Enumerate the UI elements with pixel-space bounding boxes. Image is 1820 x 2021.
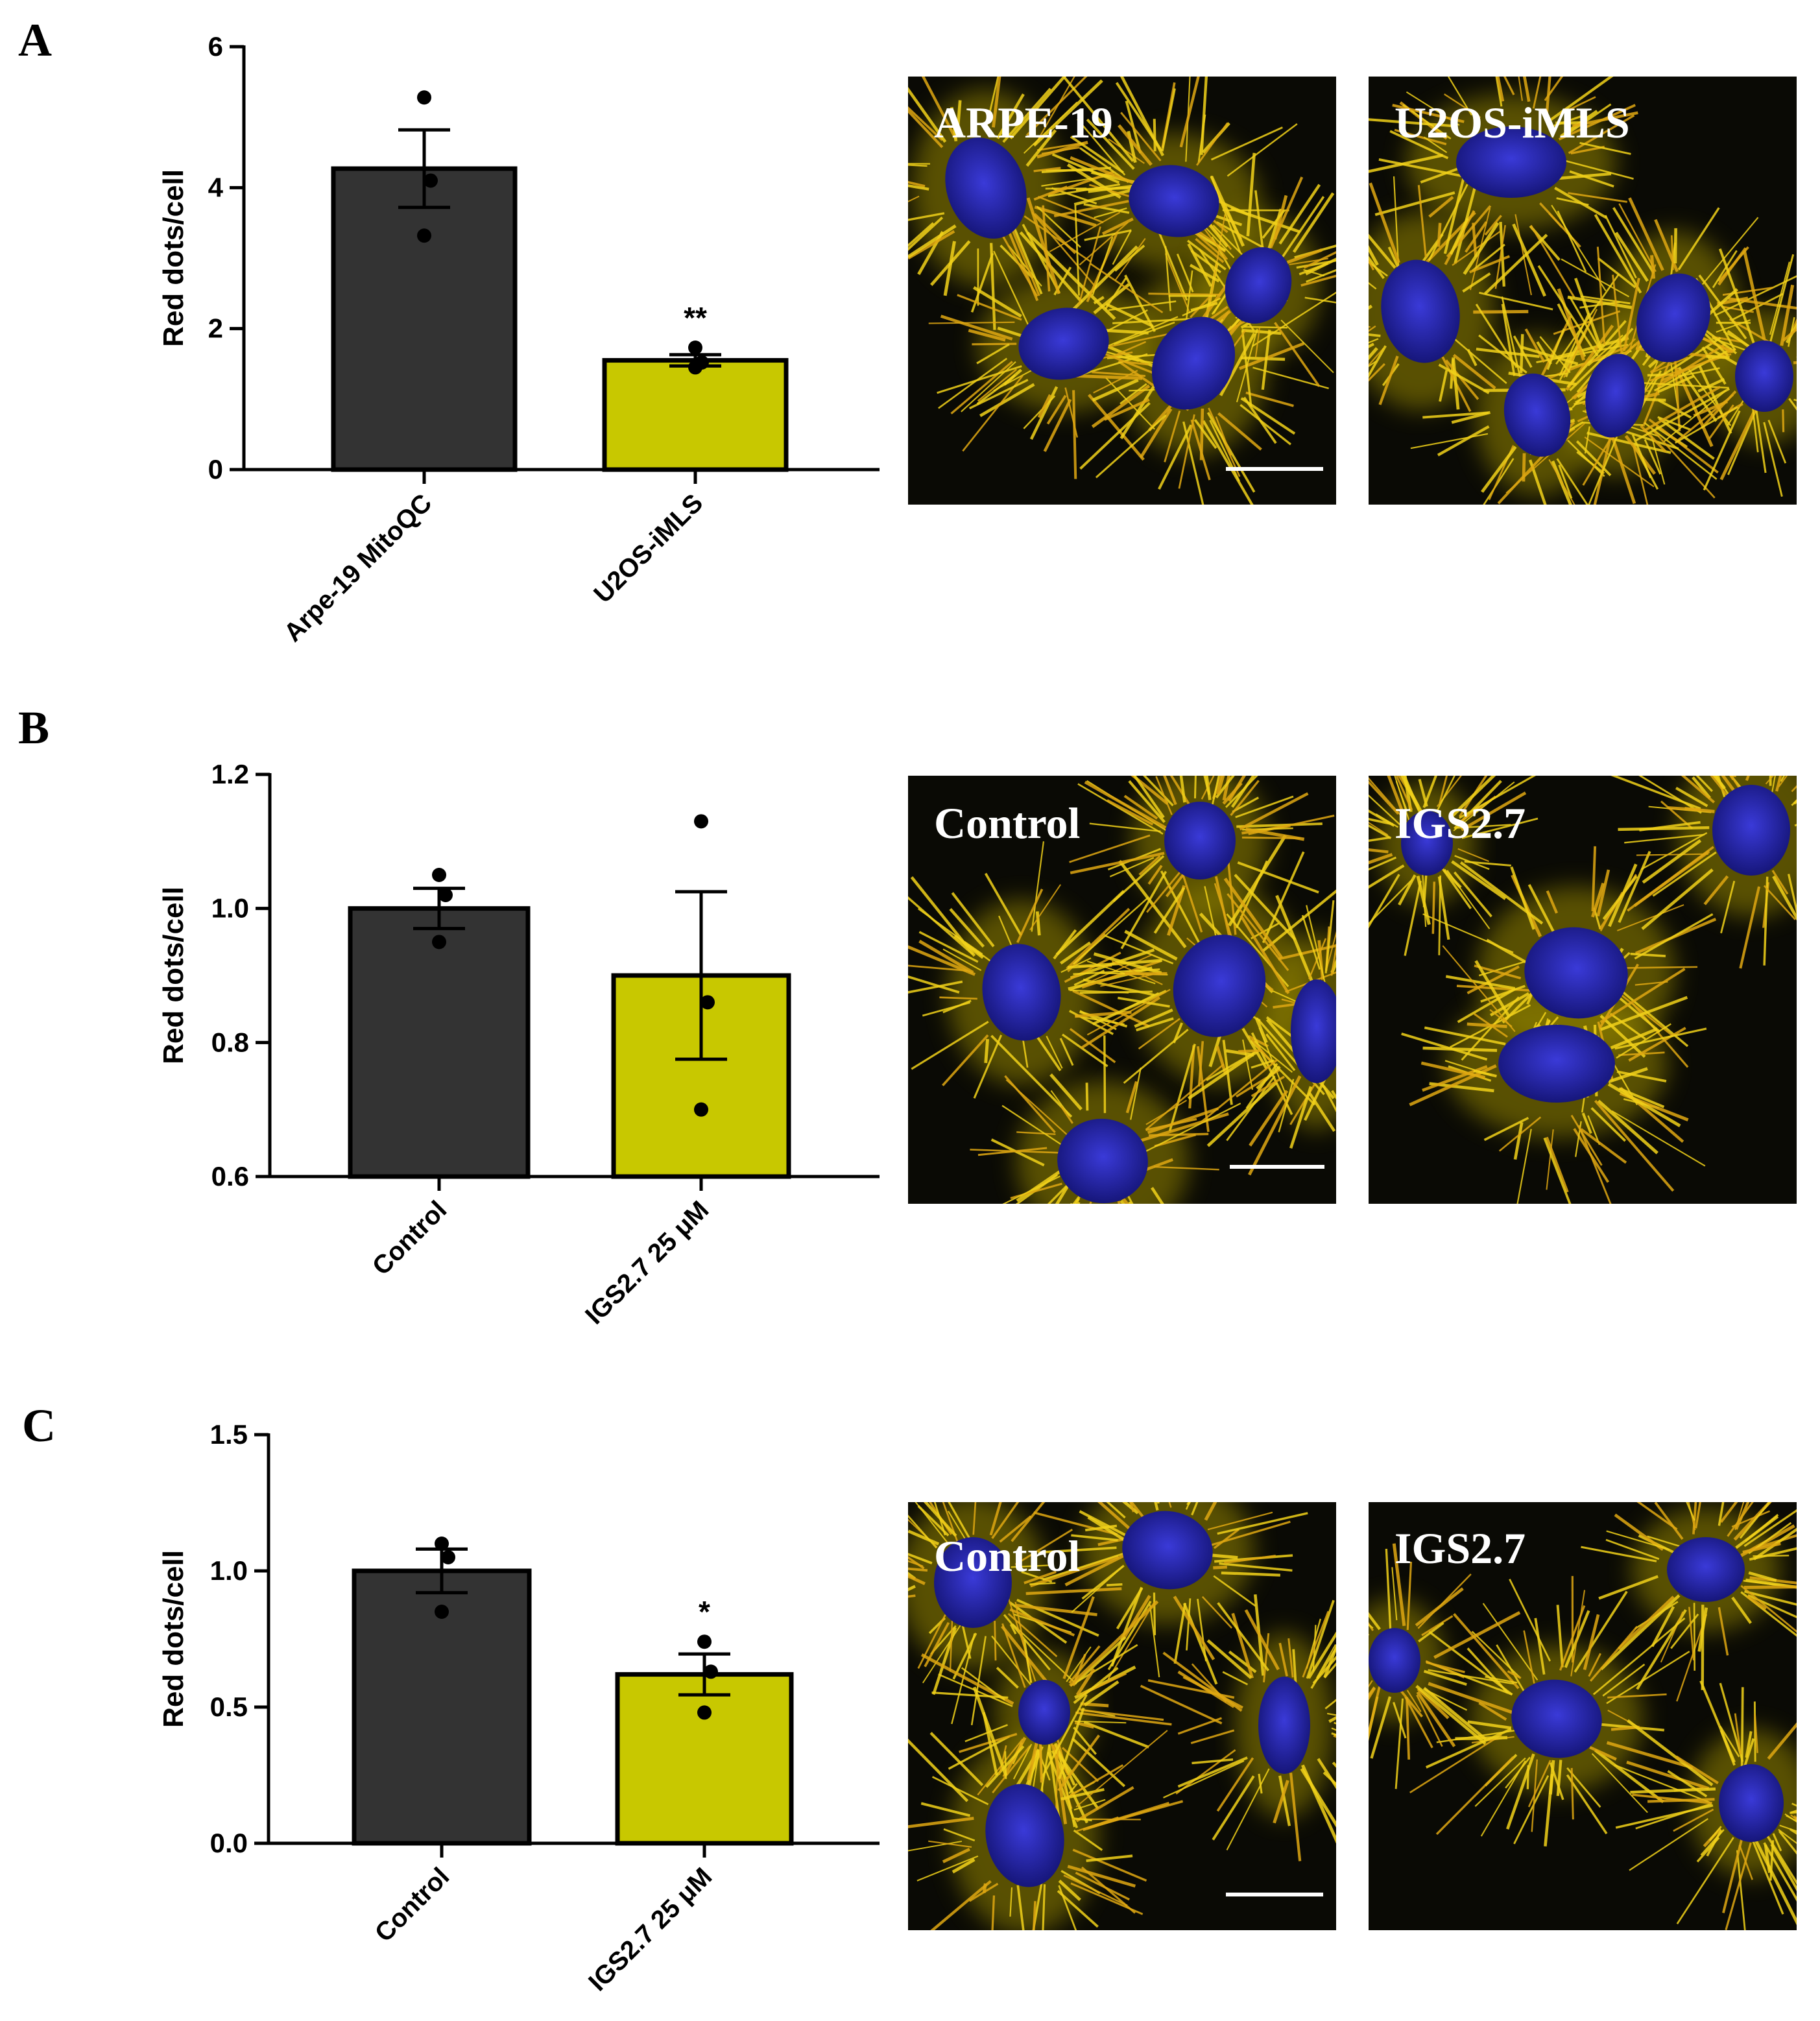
data-point — [704, 1664, 718, 1679]
data-point — [697, 1705, 712, 1720]
scale-bar — [1226, 467, 1323, 471]
y-tick-label: 1.2 — [211, 759, 249, 789]
y-axis-title: Red dots/cell — [158, 887, 189, 1064]
micrograph-label: Control — [934, 1531, 1080, 1581]
y-tick-label: 0.8 — [211, 1027, 249, 1057]
panel-letter-b: B — [18, 702, 49, 754]
error-bar — [398, 128, 450, 209]
data-point — [432, 935, 446, 950]
data-point — [435, 1605, 449, 1619]
micrograph-label: Control — [934, 798, 1080, 848]
micrograph-label: IGS2.7 — [1395, 798, 1526, 848]
y-tick-label: 2 — [208, 313, 223, 344]
panel-b: B 0.6 0.8 1.0 1.2 Red dots/cell Control IGS2.7… — [18, 702, 1797, 1330]
data-point — [438, 888, 453, 902]
significance-marker: ** — [684, 301, 707, 335]
micrograph-igs27-b: IGS2.7 — [1369, 776, 1797, 1204]
micrograph-control-b: Control — [908, 776, 1336, 1204]
data-point — [694, 1102, 708, 1117]
y-tick-label: 1.5 — [210, 1419, 248, 1450]
scale-bar — [1230, 1165, 1324, 1169]
x-category-label: Arpe-19 MitoQC — [279, 488, 438, 647]
data-point — [432, 868, 446, 882]
bar-chart-c: * 0.0 0.5 1.0 1.5 Red dots/cell Control IGS2.7 … — [158, 1419, 880, 1996]
data-point — [441, 1550, 455, 1564]
y-tick-label: 4 — [208, 172, 224, 202]
data-point — [688, 360, 702, 375]
micrograph-control-c: Control — [908, 1502, 1336, 1930]
panel-a: A ** 0 2 4 6 Red dots/cell Arpe-19 MitoQC U2OS-… — [18, 14, 1797, 647]
x-category-label: IGS2.7 25 μM — [580, 1195, 714, 1330]
x-category-label: Control — [367, 1195, 453, 1281]
data-point — [417, 90, 431, 105]
data-point — [700, 995, 715, 1010]
bar — [615, 1672, 794, 1846]
data-point — [697, 1634, 712, 1649]
panel-letter-a: A — [18, 14, 52, 66]
y-axis-title: Red dots/cell — [158, 169, 189, 347]
data-point — [417, 228, 431, 243]
y-axis-title: Red dots/cell — [158, 1550, 189, 1728]
micrograph-u2os-imls: U2OS-iMLS — [1369, 77, 1797, 505]
y-tick-label: 0 — [208, 454, 223, 484]
scale-bar — [1226, 1893, 1323, 1896]
y-tick-label: 1.0 — [211, 893, 249, 924]
error-bar — [675, 890, 727, 1061]
x-category-label: U2OS-iMLS — [588, 488, 708, 608]
panel-letter-c: C — [22, 1400, 56, 1452]
y-tick-label: 6 — [208, 31, 223, 62]
data-point — [424, 173, 438, 188]
significance-marker: * — [699, 1595, 710, 1629]
panel-c: C * 0.0 0.5 1.0 1.5 Red dots/cell Control IGS2.… — [22, 1400, 1797, 1996]
bar — [602, 358, 789, 472]
bar — [331, 166, 518, 472]
y-tick-label: 1.0 — [210, 1555, 248, 1586]
x-category-label: IGS2.7 25 μM — [583, 1862, 717, 1996]
data-point — [435, 1537, 449, 1551]
data-point — [688, 341, 702, 355]
y-tick-label: 0.6 — [211, 1161, 249, 1191]
micrograph-arpe-19: ARPE-19 — [908, 77, 1336, 505]
x-category-label: Control — [370, 1862, 455, 1948]
data-point — [694, 814, 708, 829]
bar-chart-b: 0.6 0.8 1.0 1.2 Red dots/cell Control IGS2.7 2… — [158, 759, 880, 1330]
micrograph-label: U2OS-iMLS — [1395, 98, 1630, 147]
bar-chart-a: ** 0 2 4 6 Red dots/cell Arpe-19 MitoQC U2OS-iM… — [158, 31, 880, 647]
micrograph-label: IGS2.7 — [1395, 1524, 1526, 1573]
micrograph-igs27-c: IGS2.7 — [1369, 1502, 1797, 1930]
micrograph-label: ARPE-19 — [934, 98, 1113, 147]
y-tick-label: 0.0 — [210, 1828, 248, 1858]
y-tick-label: 0.5 — [210, 1692, 248, 1722]
